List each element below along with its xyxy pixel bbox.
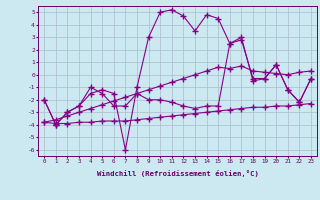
X-axis label: Windchill (Refroidissement éolien,°C): Windchill (Refroidissement éolien,°C) [97,170,259,177]
